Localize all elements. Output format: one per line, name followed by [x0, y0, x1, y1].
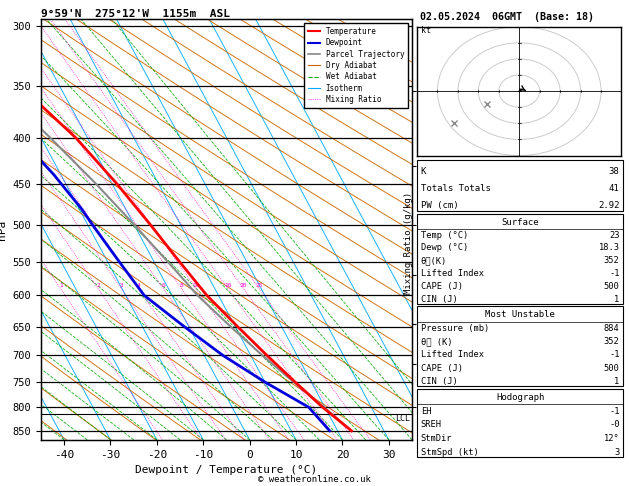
Text: -1: -1 [609, 269, 620, 278]
Text: Hodograph: Hodograph [496, 393, 544, 402]
Text: Dewp (°C): Dewp (°C) [421, 243, 468, 252]
Text: CAPE (J): CAPE (J) [421, 364, 463, 373]
Text: 1: 1 [615, 295, 620, 304]
Text: Lifted Index: Lifted Index [421, 269, 484, 278]
Text: 352: 352 [604, 337, 620, 346]
Text: 6: 6 [162, 283, 165, 288]
Y-axis label: km
ASL: km ASL [430, 221, 451, 239]
Text: CIN (J): CIN (J) [421, 295, 457, 304]
Text: -1: -1 [609, 407, 620, 416]
Text: K: K [421, 167, 426, 176]
Text: StmSpd (kt): StmSpd (kt) [421, 448, 479, 456]
Text: 38: 38 [609, 167, 620, 176]
Text: 8: 8 [180, 283, 184, 288]
Text: StmDir: StmDir [421, 434, 452, 443]
Text: Temp (°C): Temp (°C) [421, 230, 468, 240]
Text: Pressure (mb): Pressure (mb) [421, 324, 489, 333]
Text: 4: 4 [136, 283, 140, 288]
Y-axis label: hPa: hPa [0, 220, 7, 240]
Text: Surface: Surface [501, 218, 539, 226]
Text: Mixing Ratio (g/kg): Mixing Ratio (g/kg) [404, 192, 413, 294]
Text: 500: 500 [604, 282, 620, 291]
Text: 23: 23 [609, 230, 620, 240]
Text: 1: 1 [615, 377, 620, 386]
Text: 500: 500 [604, 364, 620, 373]
X-axis label: Dewpoint / Temperature (°C): Dewpoint / Temperature (°C) [135, 465, 318, 475]
Text: θᴇ (K): θᴇ (K) [421, 337, 452, 346]
Text: -0: -0 [609, 420, 620, 429]
Text: EH: EH [421, 407, 431, 416]
Text: 25: 25 [256, 283, 264, 288]
Text: kt: kt [421, 26, 431, 35]
Text: SREH: SREH [421, 420, 442, 429]
Text: 02.05.2024  06GMT  (Base: 18): 02.05.2024 06GMT (Base: 18) [420, 12, 594, 22]
Text: 18.3: 18.3 [599, 243, 620, 252]
Text: 12°: 12° [604, 434, 620, 443]
Text: 884: 884 [604, 324, 620, 333]
Text: CIN (J): CIN (J) [421, 377, 457, 386]
Text: 352: 352 [604, 256, 620, 265]
Text: -1: -1 [609, 350, 620, 360]
Text: 10: 10 [192, 283, 200, 288]
Text: © weatheronline.co.uk: © weatheronline.co.uk [258, 474, 371, 484]
Text: 3: 3 [120, 283, 123, 288]
Text: 20: 20 [240, 283, 247, 288]
Text: Lifted Index: Lifted Index [421, 350, 484, 360]
Text: 1: 1 [59, 283, 63, 288]
Text: 3: 3 [615, 448, 620, 456]
Text: PW (cm): PW (cm) [421, 201, 459, 210]
Text: CAPE (J): CAPE (J) [421, 282, 463, 291]
Text: 2.92: 2.92 [598, 201, 620, 210]
Text: 41: 41 [609, 184, 620, 193]
Text: 2: 2 [96, 283, 100, 288]
Text: 9°59'N  275°12'W  1155m  ASL: 9°59'N 275°12'W 1155m ASL [41, 9, 230, 18]
Text: LCL: LCL [396, 415, 411, 423]
Legend: Temperature, Dewpoint, Parcel Trajectory, Dry Adiabat, Wet Adiabat, Isotherm, Mi: Temperature, Dewpoint, Parcel Trajectory… [304, 23, 408, 107]
Text: Most Unstable: Most Unstable [485, 311, 555, 319]
Text: Totals Totals: Totals Totals [421, 184, 491, 193]
Text: 16: 16 [225, 283, 232, 288]
Text: θᴇ(K): θᴇ(K) [421, 256, 447, 265]
